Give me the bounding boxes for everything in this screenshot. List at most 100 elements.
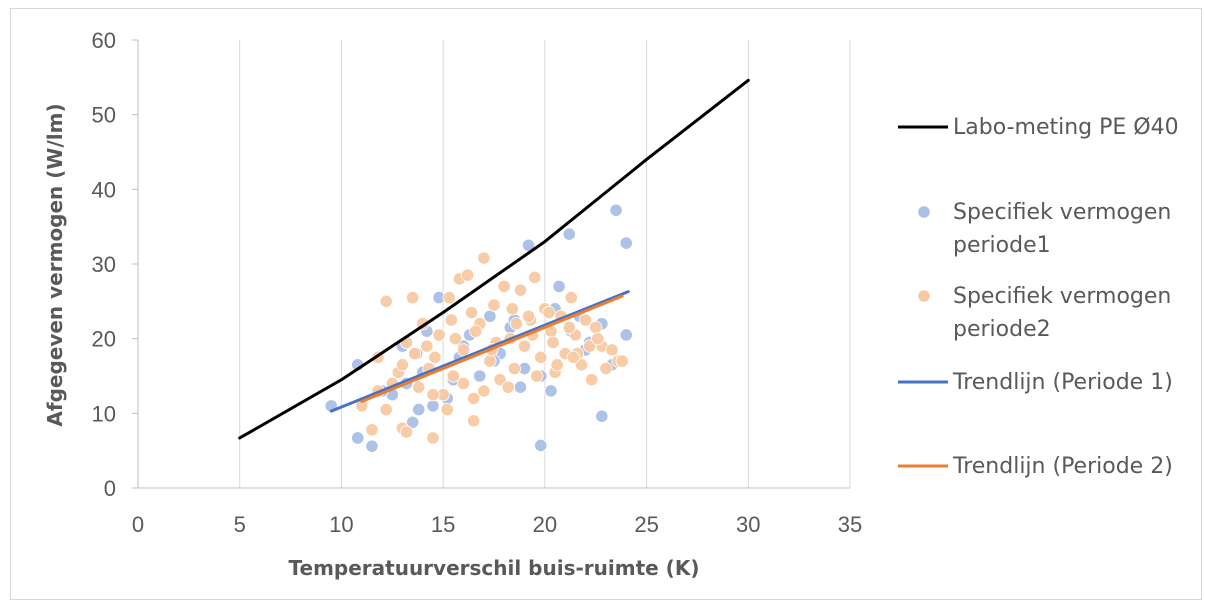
data-point <box>562 320 576 335</box>
data-point <box>426 388 440 402</box>
data-point <box>365 423 379 437</box>
data-point <box>566 350 580 364</box>
data-point <box>585 373 599 387</box>
data-point <box>395 358 410 372</box>
data-point <box>446 369 460 383</box>
data-point <box>517 339 532 353</box>
data-point <box>595 409 609 423</box>
x-tick-label-0: 0 <box>132 512 144 537</box>
data-point <box>426 399 440 413</box>
chart-frame <box>10 8 1202 600</box>
data-point <box>497 279 511 293</box>
legend-item-3: Specifiek vermogen periode2 <box>917 284 1171 342</box>
legend-label: Trendlijn (Periode 1) <box>952 370 1173 395</box>
x-tick-label-30: 30 <box>736 512 760 537</box>
data-point <box>442 290 456 305</box>
legend-label: Specifiek vermogen periode1 <box>953 200 1171 258</box>
data-point <box>412 402 426 417</box>
legend-item-2: Specifiek vermogen periode1 <box>917 200 1171 258</box>
data-point <box>477 251 491 265</box>
data-point <box>477 384 491 398</box>
legend-swatch-marker <box>917 289 931 303</box>
data-point <box>542 305 556 320</box>
data-point <box>399 425 414 439</box>
data-point <box>483 354 497 368</box>
data-point <box>448 332 462 346</box>
data-point <box>589 320 603 335</box>
data-point <box>544 384 558 398</box>
series-2-points <box>355 251 629 445</box>
legend-swatch-marker <box>917 205 931 219</box>
y-tick-label-30: 30 <box>92 252 116 277</box>
legend-item-1: Labo-meting PE Ø40 <box>898 115 1179 140</box>
data-point <box>615 354 629 368</box>
data-point <box>552 279 566 293</box>
data-point <box>406 415 420 429</box>
data-point <box>456 343 471 357</box>
data-point <box>473 369 487 383</box>
series-line-1 <box>238 78 750 440</box>
data-point <box>599 361 613 376</box>
gridlines <box>239 40 851 488</box>
data-point <box>513 380 528 394</box>
data-point <box>406 290 420 305</box>
data-point <box>467 414 481 428</box>
data-point <box>534 438 548 453</box>
data-point <box>507 361 521 376</box>
legend-label-line: periode1 <box>953 233 1051 258</box>
legend-label: Trendlijn (Periode 2) <box>952 454 1173 479</box>
data-point <box>440 402 454 417</box>
data-point <box>534 350 548 364</box>
data-point <box>505 302 519 316</box>
tick-labels: 0 10 20 30 40 50 60 0 5 10 15 20 25 30 35 <box>92 28 863 537</box>
x-tick-label-20: 20 <box>533 512 557 537</box>
data-point <box>412 380 426 394</box>
data-point <box>564 290 578 305</box>
data-point <box>583 339 597 353</box>
x-tick-label-15: 15 <box>431 512 455 537</box>
data-point <box>530 369 544 383</box>
legend-item-4: Trendlijn (Periode 1) <box>898 370 1173 395</box>
data-point <box>509 317 523 331</box>
y-tick-label-20: 20 <box>92 327 116 352</box>
legend-label-line: Specifiek vermogen <box>953 284 1171 309</box>
data-point <box>546 335 560 349</box>
data-point <box>379 402 393 417</box>
data-point <box>469 324 483 338</box>
data-point <box>365 439 379 453</box>
data-marks <box>238 78 750 453</box>
y-tick-label-10: 10 <box>92 401 116 426</box>
data-point <box>465 305 479 320</box>
data-point <box>578 313 593 327</box>
series-line-2 <box>329 290 630 413</box>
data-point <box>444 313 458 327</box>
data-point <box>521 309 536 323</box>
y-tick-label-0: 0 <box>104 476 116 501</box>
data-point <box>528 270 542 285</box>
data-point <box>467 391 481 405</box>
data-point <box>562 227 576 241</box>
data-point <box>483 309 497 323</box>
data-point <box>426 431 440 445</box>
data-point <box>501 380 515 394</box>
data-point <box>428 350 442 364</box>
x-tick-label-25: 25 <box>634 512 658 537</box>
y-tick-label-60: 60 <box>92 28 116 53</box>
data-point <box>493 373 507 387</box>
data-point <box>609 203 623 217</box>
legend: Labo-meting PE Ø40 Specifiek vermogen peri… <box>898 115 1179 479</box>
data-point <box>550 358 564 372</box>
legend-label-line: Specifiek vermogen <box>953 200 1171 225</box>
data-point <box>487 298 501 312</box>
series-line-3 <box>360 294 624 403</box>
data-point <box>379 294 393 308</box>
legend-item-5: Trendlijn (Periode 2) <box>898 454 1173 479</box>
y-tick-label-50: 50 <box>92 103 116 128</box>
data-point <box>408 346 422 361</box>
axes <box>132 39 850 489</box>
data-point <box>351 431 365 445</box>
data-point <box>460 268 475 282</box>
y-axis-title: Afgegeven vermogen (W/lm) <box>43 103 67 426</box>
legend-label: Labo-meting PE Ø40 <box>953 115 1179 140</box>
